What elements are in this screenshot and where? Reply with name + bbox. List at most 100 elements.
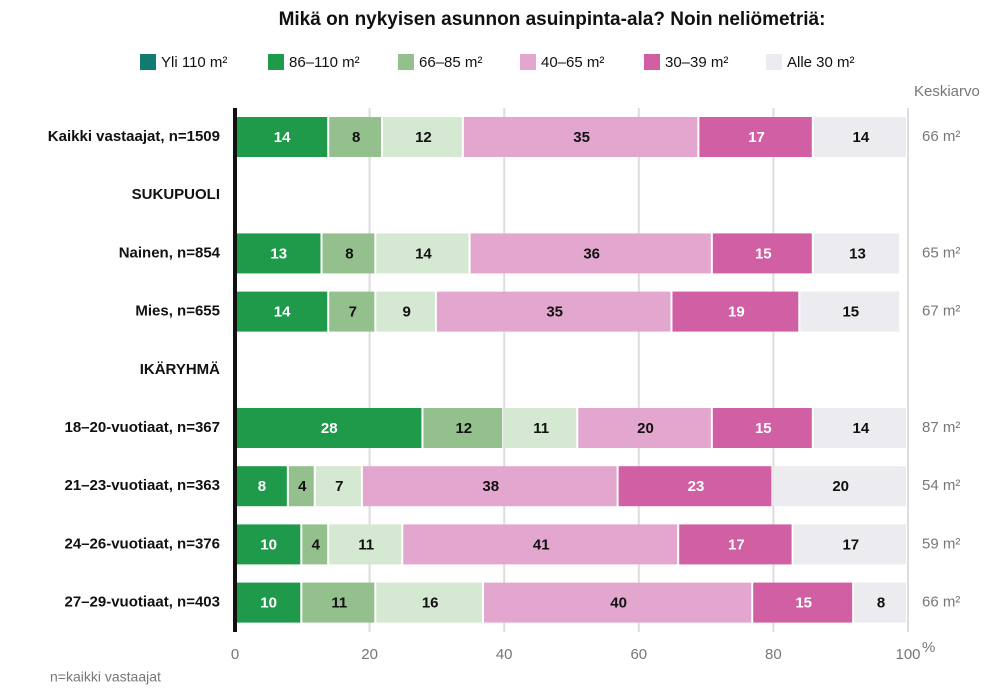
x-axis-label: % bbox=[922, 639, 935, 656]
x-tick-label: 40 bbox=[496, 646, 513, 663]
legend-swatch bbox=[268, 54, 284, 70]
data-label: 14 bbox=[853, 129, 870, 146]
chart-title: Mikä on nykyisen asunnon asuinpinta-ala?… bbox=[279, 9, 826, 30]
legend-swatch bbox=[398, 54, 414, 70]
x-tick-label: 80 bbox=[765, 646, 782, 663]
y-tick-label: IKÄRYHMÄ bbox=[140, 361, 220, 378]
x-tick-label: 60 bbox=[630, 646, 647, 663]
y-tick-label: Mies, n=655 bbox=[135, 303, 220, 320]
data-label: 10 bbox=[260, 536, 277, 553]
data-label: 15 bbox=[755, 420, 772, 437]
bar-segment bbox=[423, 408, 503, 448]
data-label: 7 bbox=[335, 478, 343, 495]
bar-segment bbox=[376, 582, 483, 623]
bar-segment bbox=[235, 582, 301, 623]
bar-segment bbox=[302, 582, 375, 623]
bar-segment bbox=[376, 291, 435, 332]
bar-segment bbox=[679, 524, 792, 565]
bar-segment bbox=[463, 117, 698, 157]
bar-segment bbox=[793, 524, 906, 565]
bar-segment bbox=[753, 582, 853, 623]
data-label: 15 bbox=[755, 245, 772, 262]
bar-segment bbox=[813, 408, 906, 448]
bar-segment bbox=[813, 117, 906, 157]
data-label: 14 bbox=[853, 420, 870, 437]
data-label: 17 bbox=[748, 129, 765, 146]
x-tick-label: 0 bbox=[231, 646, 239, 663]
data-label: 4 bbox=[298, 478, 307, 495]
legend-label: 86–110 m² bbox=[289, 54, 360, 71]
bar-segment bbox=[712, 408, 812, 448]
bar-segment bbox=[329, 117, 382, 157]
data-label: 11 bbox=[331, 595, 347, 612]
bar-segment bbox=[383, 117, 462, 157]
legend-swatch bbox=[140, 54, 156, 70]
legend-label: Alle 30 m² bbox=[787, 54, 855, 71]
y-tick-label: SUKUPUOLI bbox=[132, 186, 220, 203]
bar-segment bbox=[403, 524, 678, 565]
data-label: 12 bbox=[455, 420, 472, 437]
data-label: 4 bbox=[312, 536, 321, 553]
average-label: 59 m² bbox=[922, 535, 960, 552]
data-label: 8 bbox=[877, 595, 885, 612]
bar-segment bbox=[235, 291, 328, 332]
data-label: 40 bbox=[610, 595, 627, 612]
bar-segment bbox=[470, 233, 711, 274]
bar-segment bbox=[235, 408, 422, 448]
average-label: 65 m² bbox=[922, 244, 960, 261]
bar-segment bbox=[235, 466, 287, 507]
legend-swatch bbox=[520, 54, 536, 70]
bar-segment bbox=[315, 466, 361, 507]
legend-swatch bbox=[644, 54, 660, 70]
bar-segment bbox=[773, 466, 906, 507]
data-label: 8 bbox=[258, 478, 266, 495]
data-label: 7 bbox=[349, 304, 357, 321]
x-tick-label: 20 bbox=[361, 646, 378, 663]
average-label: 66 m² bbox=[922, 594, 960, 611]
data-label: 38 bbox=[482, 478, 499, 495]
bar-segment bbox=[672, 291, 799, 332]
bar-segment bbox=[288, 466, 314, 507]
data-label: 17 bbox=[728, 536, 745, 553]
bar-segment bbox=[322, 233, 375, 274]
data-label: 13 bbox=[849, 245, 866, 262]
y-tick-label: Kaikki vastaajat, n=1509 bbox=[48, 128, 220, 145]
legend-label: 66–85 m² bbox=[419, 54, 482, 71]
average-label: 87 m² bbox=[922, 419, 960, 436]
bar-segment bbox=[329, 524, 402, 565]
data-label: 16 bbox=[422, 595, 439, 612]
footnote: n=kaikki vastaajat bbox=[50, 669, 161, 685]
legend-label: 40–65 m² bbox=[541, 54, 604, 71]
data-label: 13 bbox=[270, 245, 287, 262]
data-label: 35 bbox=[546, 304, 563, 321]
bar-segment bbox=[504, 408, 577, 448]
x-tick-label: 100 bbox=[895, 646, 920, 663]
bar-segment bbox=[618, 466, 772, 507]
data-label: 10 bbox=[260, 595, 277, 612]
data-label: 15 bbox=[795, 595, 812, 612]
y-tick-label: 21–23-vuotiaat, n=363 bbox=[64, 477, 220, 494]
bar-segment bbox=[712, 233, 812, 274]
bar-segment bbox=[329, 291, 375, 332]
average-label: 54 m² bbox=[922, 477, 960, 494]
data-label: 14 bbox=[415, 245, 432, 262]
bar-segment bbox=[699, 117, 812, 157]
data-label: 9 bbox=[402, 304, 410, 321]
data-label: 12 bbox=[415, 129, 432, 146]
bar-segment bbox=[362, 466, 617, 507]
data-label: 23 bbox=[688, 478, 705, 495]
bar-segment bbox=[484, 582, 752, 623]
data-label: 41 bbox=[533, 536, 550, 553]
data-label: 8 bbox=[352, 129, 360, 146]
data-label: 20 bbox=[637, 420, 654, 437]
data-label: 11 bbox=[358, 536, 374, 553]
data-label: 35 bbox=[573, 129, 590, 146]
data-label: 8 bbox=[345, 245, 353, 262]
data-label: 15 bbox=[842, 304, 859, 321]
data-label: 20 bbox=[832, 478, 849, 495]
bar-segment bbox=[578, 408, 711, 448]
y-tick-label: 27–29-vuotiaat, n=403 bbox=[64, 594, 220, 611]
data-label: 11 bbox=[533, 420, 549, 437]
data-label: 14 bbox=[274, 304, 291, 321]
